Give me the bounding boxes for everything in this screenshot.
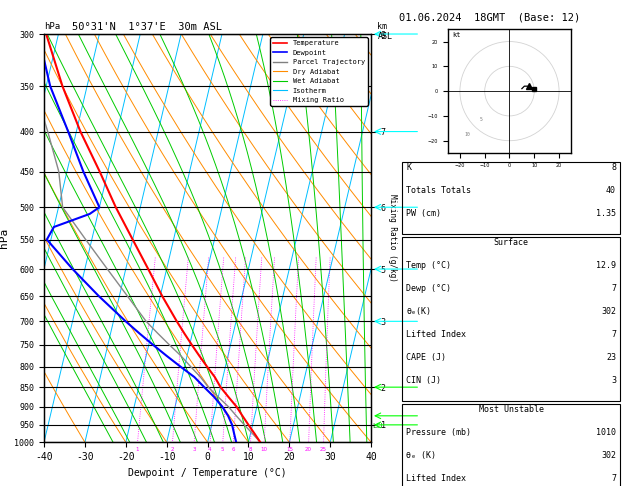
Text: 2: 2 (170, 447, 174, 452)
Text: 12.9: 12.9 (596, 261, 616, 270)
Text: Most Unstable: Most Unstable (479, 405, 543, 415)
Text: 10: 10 (260, 447, 267, 452)
Text: 5: 5 (480, 117, 482, 122)
Text: 7: 7 (611, 284, 616, 294)
Text: PW (cm): PW (cm) (406, 209, 441, 218)
Text: 01.06.2024  18GMT  (Base: 12): 01.06.2024 18GMT (Base: 12) (399, 12, 581, 22)
Text: 302: 302 (601, 307, 616, 316)
Text: 5: 5 (221, 447, 225, 452)
Text: 4: 4 (208, 447, 211, 452)
Text: 3: 3 (611, 376, 616, 385)
Text: Lifted Index: Lifted Index (406, 474, 466, 483)
Text: 50°31'N  1°37'E  30m ASL: 50°31'N 1°37'E 30m ASL (72, 22, 222, 32)
Text: 1.35: 1.35 (596, 209, 616, 218)
Text: hPa: hPa (44, 22, 60, 31)
Text: 3: 3 (192, 447, 196, 452)
Y-axis label: Mixing Ratio (g/kg): Mixing Ratio (g/kg) (388, 194, 397, 282)
Text: 25: 25 (320, 447, 327, 452)
Text: 8: 8 (611, 163, 616, 173)
Text: Temp (°C): Temp (°C) (406, 261, 451, 270)
Text: CIN (J): CIN (J) (406, 376, 441, 385)
Text: 10: 10 (465, 132, 470, 137)
Text: Lifted Index: Lifted Index (406, 330, 466, 339)
Text: θₑ (K): θₑ (K) (406, 451, 436, 460)
Text: 7: 7 (611, 330, 616, 339)
Text: Totals Totals: Totals Totals (406, 187, 471, 195)
Text: Surface: Surface (494, 239, 528, 247)
Text: Dewp (°C): Dewp (°C) (406, 284, 451, 294)
Text: K: K (406, 163, 411, 173)
Text: CAPE (J): CAPE (J) (406, 353, 446, 362)
Text: 8: 8 (248, 447, 252, 452)
Text: 15: 15 (286, 447, 293, 452)
Text: LCL: LCL (372, 423, 385, 429)
Text: kt: kt (452, 32, 461, 37)
Legend: Temperature, Dewpoint, Parcel Trajectory, Dry Adiabat, Wet Adiabat, Isotherm, Mi: Temperature, Dewpoint, Parcel Trajectory… (270, 37, 367, 106)
Text: 1: 1 (135, 447, 139, 452)
Text: 7: 7 (611, 474, 616, 483)
Bar (402, 404, 620, 486)
Text: 20: 20 (305, 447, 312, 452)
Text: θₑ(K): θₑ(K) (406, 307, 431, 316)
Text: 23: 23 (606, 353, 616, 362)
Text: ASL: ASL (377, 32, 392, 41)
Bar (402, 237, 620, 401)
Bar (402, 162, 620, 234)
Text: Pressure (mb): Pressure (mb) (406, 428, 471, 437)
Text: 6: 6 (231, 447, 235, 452)
Y-axis label: hPa: hPa (0, 228, 9, 248)
Text: 302: 302 (601, 451, 616, 460)
Text: 1010: 1010 (596, 428, 616, 437)
Text: km: km (377, 22, 387, 31)
Text: 40: 40 (606, 187, 616, 195)
X-axis label: Dewpoint / Temperature (°C): Dewpoint / Temperature (°C) (128, 468, 287, 478)
